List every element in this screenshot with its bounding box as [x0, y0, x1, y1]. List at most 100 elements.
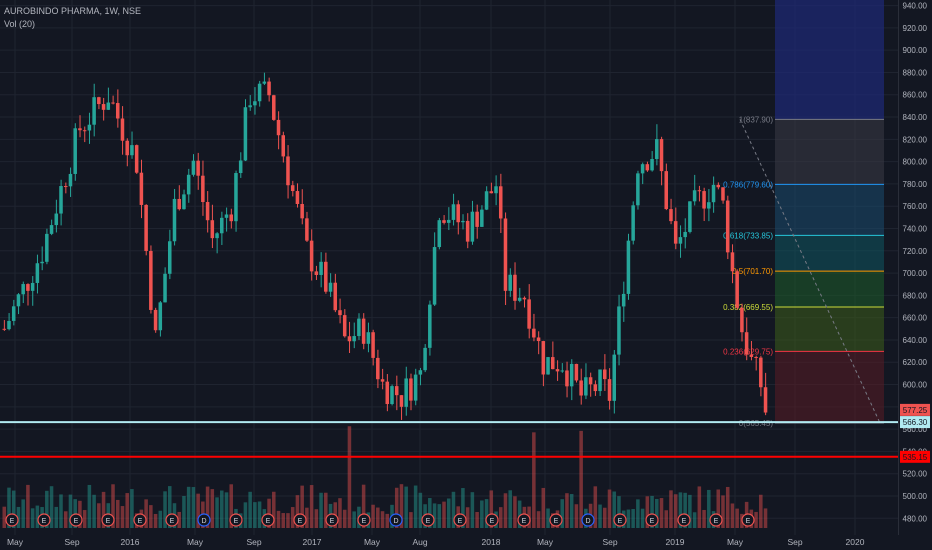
- candle-body: [357, 318, 361, 337]
- candle-body: [158, 302, 163, 331]
- volume-bar: [149, 505, 153, 528]
- candle-body: [456, 204, 460, 223]
- volume-bar: [517, 500, 522, 528]
- earnings-marker: [293, 513, 307, 527]
- volume-bar: [177, 511, 181, 528]
- volume-bar: [153, 513, 158, 528]
- candle-body: [115, 103, 120, 119]
- candle-body: [480, 209, 484, 227]
- volume-bar: [35, 505, 40, 528]
- candle-body: [7, 320, 11, 330]
- candle-body: [35, 263, 40, 283]
- volume-bar: [645, 496, 650, 528]
- earnings-marker-label: D: [393, 518, 398, 525]
- earnings-marker: [325, 513, 339, 527]
- volume-bar: [607, 489, 612, 528]
- volume-bar: [257, 501, 262, 528]
- candle-body: [565, 370, 569, 387]
- candle-body: [451, 204, 456, 220]
- volume-bar: [730, 503, 735, 528]
- volume-bar: [229, 484, 233, 528]
- candle-body: [626, 240, 631, 294]
- candle-body: [711, 184, 716, 203]
- earnings-marker-label: E: [170, 518, 175, 525]
- fib-level-label: 0.5(701.70): [732, 267, 773, 276]
- volume-bar: [300, 485, 304, 528]
- candle-body: [517, 297, 522, 301]
- volume-bar: [569, 494, 574, 528]
- volume-bar: [428, 498, 432, 528]
- volume-bar: [418, 492, 423, 528]
- volume-bar: [7, 487, 11, 528]
- volume-bar: [707, 489, 711, 528]
- price-label: 535.15: [903, 453, 928, 462]
- volume-bar: [626, 509, 631, 528]
- volume-bar: [309, 485, 314, 528]
- volume-bar: [11, 490, 16, 528]
- earnings-marker: [261, 513, 275, 527]
- x-tick-label: 2016: [121, 537, 140, 547]
- volume-bar: [125, 493, 129, 528]
- earnings-marker: [101, 513, 115, 527]
- candle-body: [484, 191, 489, 210]
- volume-bar: [536, 511, 541, 528]
- candle-body: [243, 107, 248, 161]
- volume-bar: [45, 490, 49, 528]
- candle-body: [574, 363, 579, 381]
- earnings-marker: [133, 513, 147, 527]
- candle-body: [404, 378, 408, 407]
- candle-body: [182, 194, 186, 210]
- candle-body: [366, 332, 371, 344]
- candle-body: [111, 102, 115, 104]
- volume-bar: [210, 489, 215, 528]
- earnings-marker: [709, 513, 723, 527]
- volume-bar: [716, 489, 721, 528]
- candle-body: [153, 309, 158, 331]
- volume-bar: [451, 491, 456, 528]
- y-tick-label: 720.00: [903, 247, 928, 256]
- candle-body: [234, 173, 238, 222]
- candle-body: [513, 274, 517, 301]
- candle-body: [300, 203, 304, 219]
- volume-bar: [120, 506, 125, 528]
- candle-body: [664, 171, 669, 210]
- volume-bar: [692, 512, 697, 528]
- x-tick-label: May: [364, 537, 381, 547]
- volume-bar: [87, 484, 92, 528]
- earnings-marker: [741, 513, 755, 527]
- fib-trend-line: [739, 119, 881, 424]
- candle-body: [409, 378, 413, 401]
- earnings-marker-label: E: [330, 518, 335, 525]
- volume-bar: [347, 426, 352, 528]
- candle-body: [437, 220, 442, 248]
- fib-zone: [775, 271, 884, 308]
- candle-body: [49, 225, 54, 234]
- candle-body: [532, 328, 536, 338]
- volume-bar: [205, 486, 210, 528]
- volume-bar: [26, 484, 30, 528]
- volume-bar: [167, 486, 172, 528]
- volume-bar: [409, 512, 413, 528]
- candle-body: [267, 81, 271, 96]
- candle-body: [527, 299, 531, 329]
- volume-bar: [16, 506, 21, 528]
- earnings-marker-label: E: [106, 518, 111, 525]
- earnings-marker-label: E: [650, 518, 655, 525]
- earnings-marker: [677, 513, 691, 527]
- candle-body: [655, 139, 659, 160]
- candle-body: [144, 204, 148, 251]
- volume-bar: [598, 504, 602, 528]
- earnings-marker-label: E: [234, 518, 239, 525]
- candle-body: [54, 213, 59, 226]
- candle-body: [659, 139, 664, 172]
- volume-bar: [30, 508, 35, 528]
- candle-body: [380, 379, 385, 382]
- y-tick-label: 560.00: [903, 425, 928, 434]
- earnings-marker-label: E: [42, 518, 47, 525]
- volume-bar: [475, 511, 479, 528]
- candle-body: [740, 307, 744, 333]
- volume-bar: [54, 506, 59, 528]
- candle-body: [489, 191, 494, 194]
- candle-body: [319, 261, 323, 275]
